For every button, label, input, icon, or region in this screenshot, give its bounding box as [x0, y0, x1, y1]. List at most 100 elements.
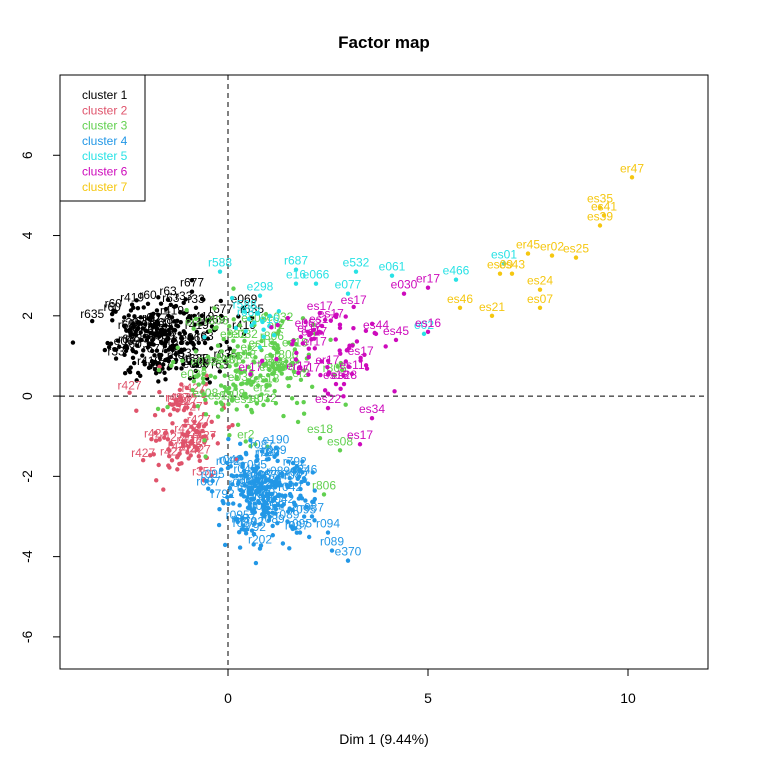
data-point — [266, 456, 271, 462]
data-point — [191, 363, 197, 368]
data-point — [252, 320, 257, 325]
data-point — [294, 464, 300, 469]
data-point — [267, 367, 272, 373]
point-label: r792 — [283, 455, 307, 469]
data-point — [175, 408, 180, 413]
data-point — [164, 357, 170, 362]
data-point — [90, 318, 95, 324]
data-point — [251, 542, 256, 547]
data-point — [215, 414, 221, 419]
data-point — [169, 363, 174, 368]
legend-entry: cluster 5 — [82, 149, 128, 163]
data-point — [306, 346, 312, 351]
data-point — [170, 429, 175, 434]
point-label: r792 — [240, 515, 264, 529]
data-point — [243, 329, 248, 334]
data-point — [134, 378, 139, 383]
data-point — [165, 437, 171, 442]
data-point — [175, 324, 181, 329]
data-point — [265, 444, 270, 449]
labeled-data-point — [345, 558, 351, 563]
data-point — [261, 402, 266, 408]
data-point — [162, 344, 168, 349]
data-point — [177, 331, 182, 336]
data-point — [187, 360, 193, 366]
labeled-data-point — [145, 301, 151, 306]
data-point — [216, 522, 222, 528]
data-point — [170, 339, 176, 344]
point-label: e190 — [263, 432, 290, 446]
data-point — [263, 361, 269, 366]
data-point — [169, 441, 174, 447]
data-point — [115, 338, 121, 343]
data-point — [246, 364, 251, 370]
data-point — [261, 334, 266, 339]
data-point — [289, 524, 294, 529]
data-point — [162, 431, 168, 436]
data-point — [191, 326, 196, 331]
data-point — [235, 481, 241, 487]
data-point — [264, 452, 269, 457]
data-point — [227, 331, 232, 336]
data-point — [110, 318, 115, 323]
labeled-data-point — [457, 305, 463, 310]
data-point — [217, 506, 222, 512]
data-point — [179, 382, 184, 387]
data-point — [322, 388, 328, 393]
point-label: r60 — [103, 300, 121, 314]
labeled-data-point — [293, 281, 299, 286]
point-label: es08 — [192, 386, 218, 400]
data-point — [155, 406, 161, 412]
point-label: r419 — [185, 318, 209, 332]
point-label: e466 — [443, 264, 470, 278]
labeled-data-point — [293, 482, 299, 487]
data-point — [186, 456, 191, 461]
point-label: er17 — [286, 359, 310, 373]
data-point — [203, 454, 208, 459]
data-point — [222, 385, 227, 390]
data-point — [174, 397, 179, 402]
labeled-data-point — [537, 305, 543, 310]
data-point — [290, 460, 296, 466]
data-point — [208, 346, 214, 351]
data-point — [140, 326, 145, 331]
data-point — [141, 359, 147, 364]
data-point — [343, 359, 349, 364]
data-point — [122, 323, 127, 329]
data-point — [247, 506, 253, 511]
data-point — [244, 498, 250, 503]
data-point — [175, 402, 180, 407]
data-point — [154, 326, 160, 332]
point-label: e066 — [303, 268, 330, 282]
data-point — [295, 476, 300, 482]
data-point — [215, 343, 221, 348]
data-point — [156, 462, 161, 468]
data-point — [236, 314, 241, 319]
data-point — [139, 321, 144, 326]
data-point — [218, 400, 224, 405]
data-point — [275, 350, 280, 355]
labeled-data-point — [273, 446, 279, 451]
data-point — [285, 519, 290, 524]
data-point — [258, 373, 263, 378]
y-tick-label: -2 — [19, 470, 35, 483]
data-point — [219, 407, 225, 412]
data-point — [242, 338, 247, 344]
data-point — [267, 514, 273, 520]
data-point — [243, 439, 248, 444]
point-label: e069 — [199, 312, 226, 326]
data-point — [160, 327, 165, 332]
data-point — [193, 316, 199, 322]
point-label: es46 — [447, 292, 473, 306]
data-point — [192, 404, 197, 409]
point-label: es01 — [491, 248, 517, 262]
data-point — [227, 364, 232, 369]
data-point — [274, 356, 279, 362]
data-point — [239, 527, 244, 532]
data-point — [142, 334, 147, 339]
data-point — [160, 341, 165, 346]
labeled-data-point — [301, 476, 307, 481]
point-label: er45 — [516, 238, 540, 252]
data-point — [135, 319, 141, 325]
